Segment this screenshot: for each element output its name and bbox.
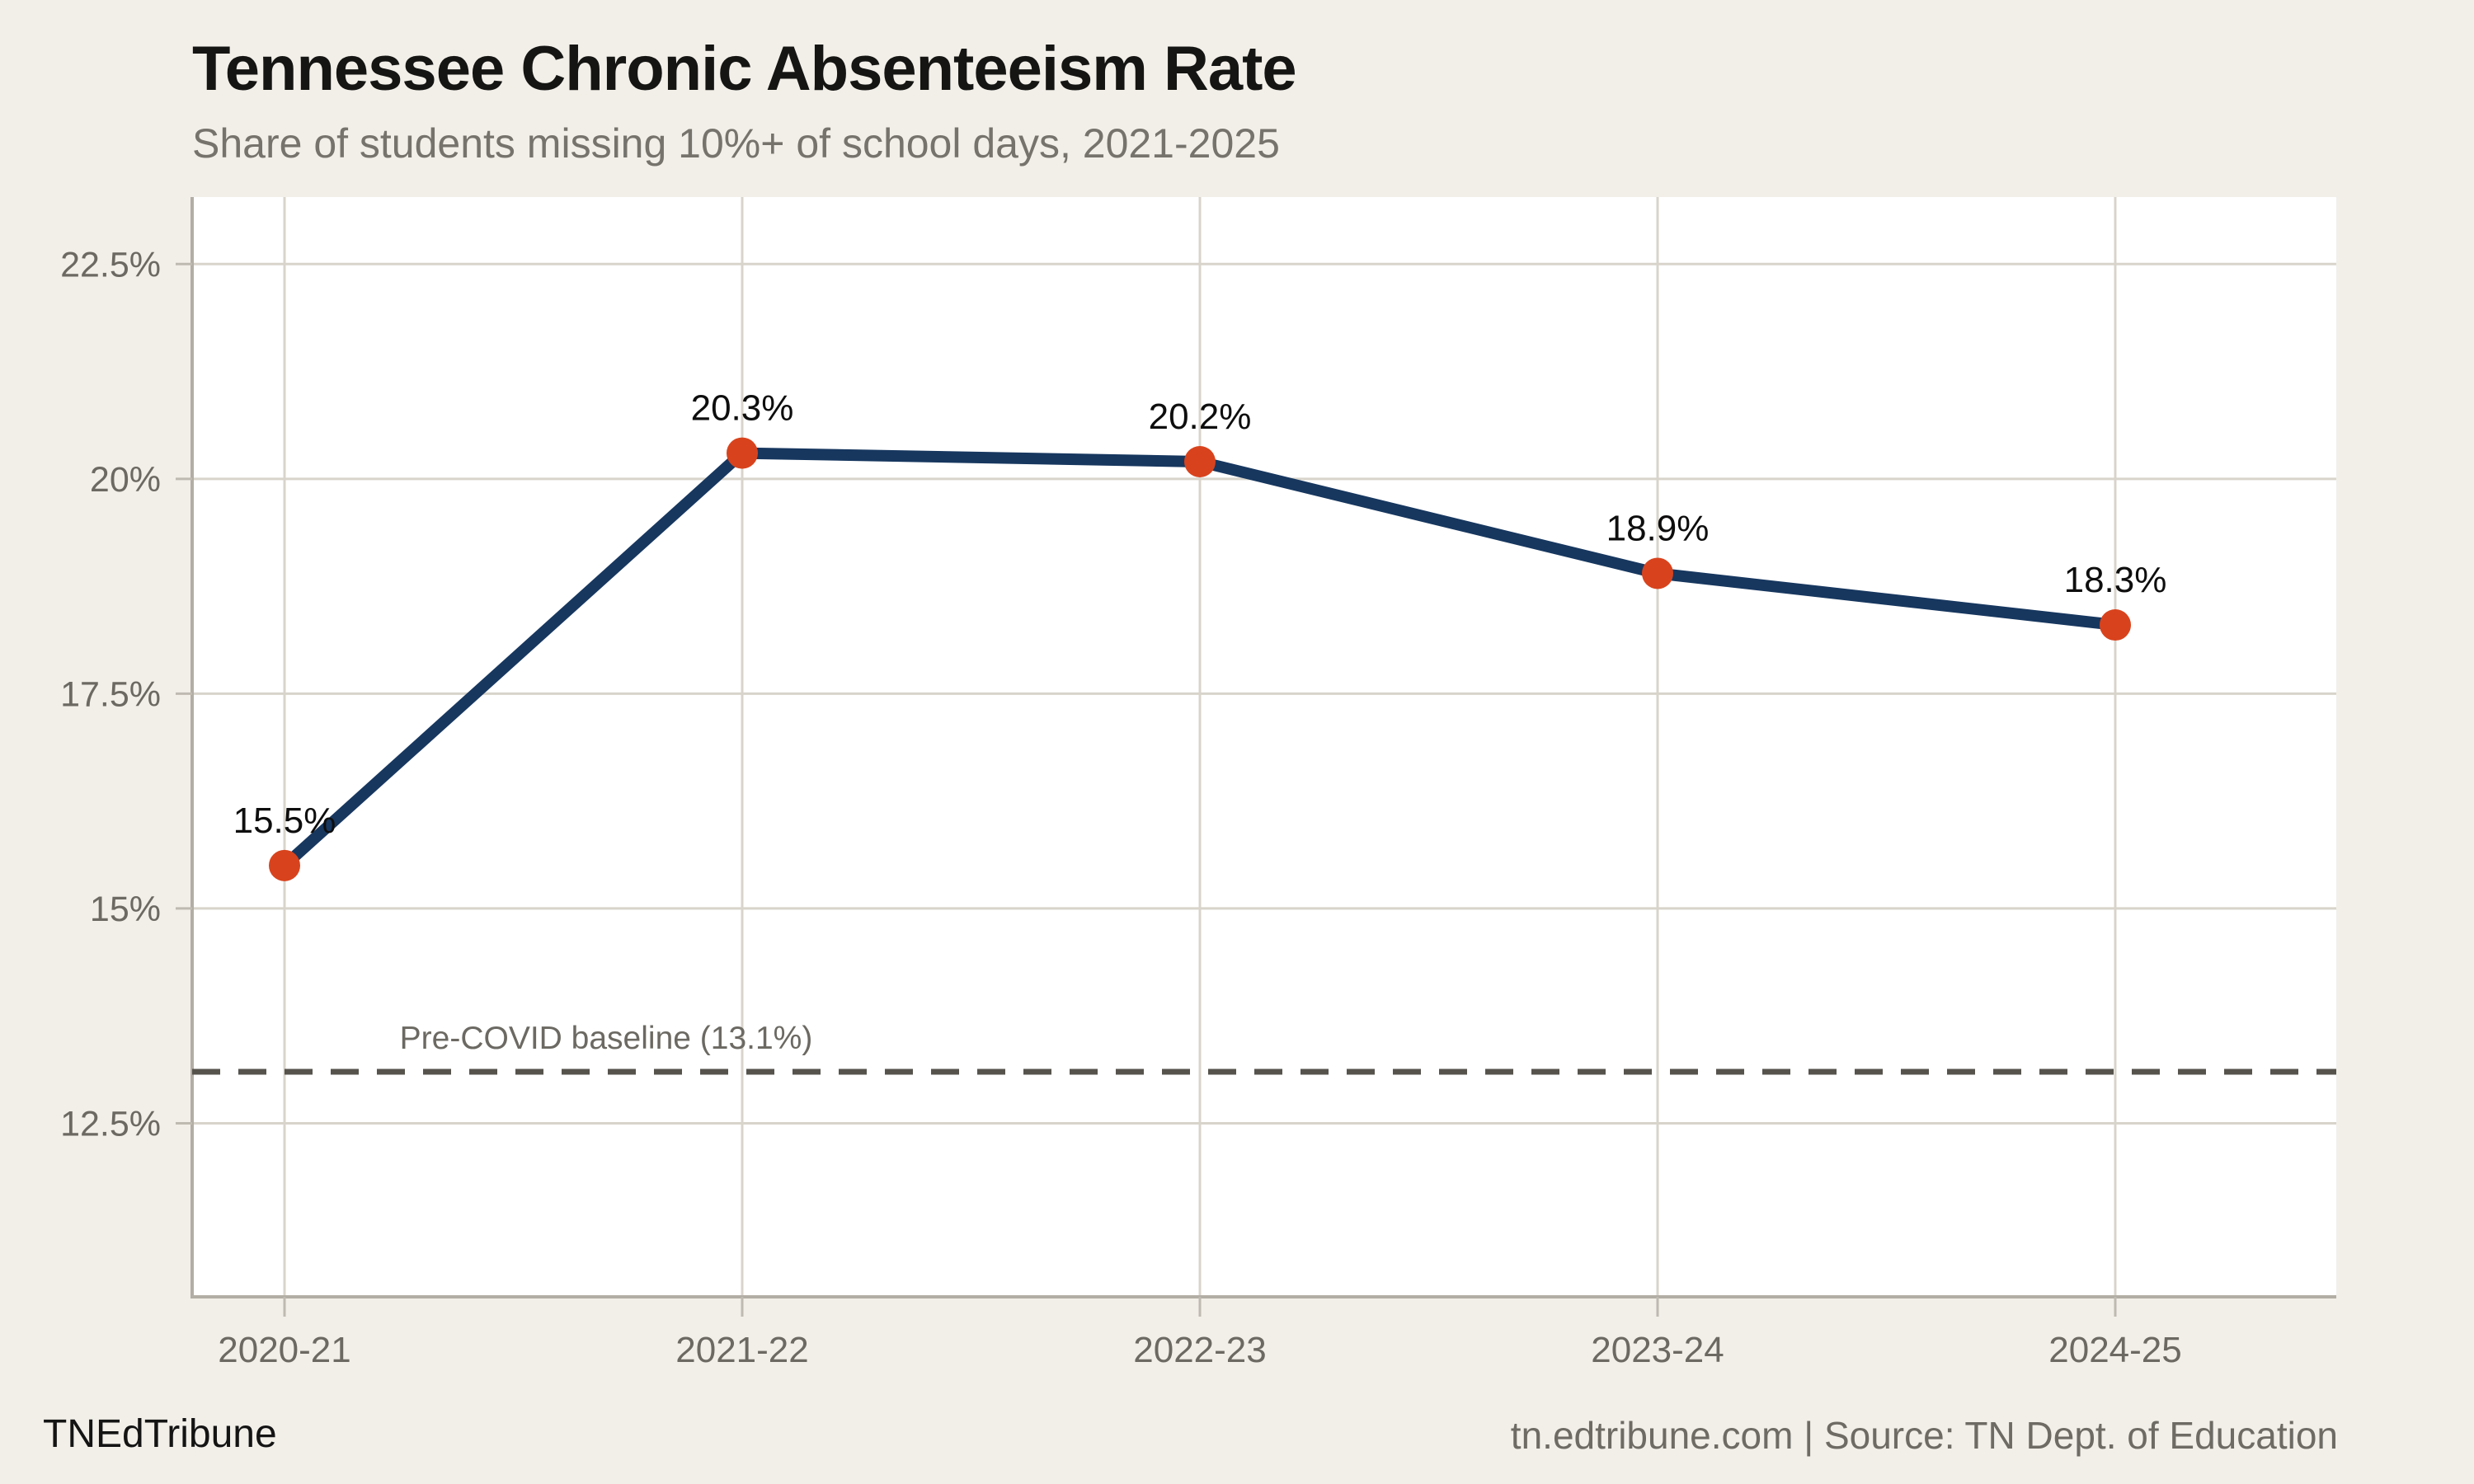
x-axis-label: 2022-23 — [1133, 1330, 1266, 1370]
data-point — [269, 849, 300, 881]
data-point-label: 18.3% — [2064, 560, 2167, 600]
x-axis-label: 2021-22 — [675, 1330, 808, 1370]
source-attribution: tn.edtribune.com | Source: TN Dept. of E… — [1510, 1414, 2338, 1457]
brand-logo-text: TNEdTribune — [43, 1412, 277, 1456]
data-point — [2100, 609, 2131, 641]
data-point-label: 18.9% — [1606, 508, 1710, 548]
y-axis-label: 20% — [90, 460, 161, 500]
y-axis-label: 17.5% — [60, 674, 161, 714]
plot-area — [192, 197, 2336, 1297]
data-point-label: 20.3% — [691, 388, 794, 429]
y-axis-label: 12.5% — [60, 1104, 161, 1144]
axis-spines — [190, 197, 2336, 1298]
data-point — [727, 437, 758, 469]
x-axis-label: 2020-21 — [218, 1330, 350, 1370]
y-axis-label: 22.5% — [60, 245, 161, 284]
page-subtitle: Share of students missing 10%+ of school… — [192, 120, 1280, 167]
baseline-annotation: Pre-COVID baseline (13.1%) — [400, 1021, 813, 1056]
data-point — [1642, 557, 1673, 589]
data-point — [1184, 445, 1216, 477]
y-axis-label: 15% — [90, 890, 161, 929]
page-title: Tennessee Chronic Absenteeism Rate — [192, 34, 1297, 104]
data-point-label: 20.2% — [1149, 397, 1252, 437]
data-point-label: 15.5% — [233, 801, 336, 841]
x-axis-label: 2023-24 — [1591, 1330, 1724, 1370]
x-axis-label: 2024-25 — [2048, 1330, 2181, 1370]
